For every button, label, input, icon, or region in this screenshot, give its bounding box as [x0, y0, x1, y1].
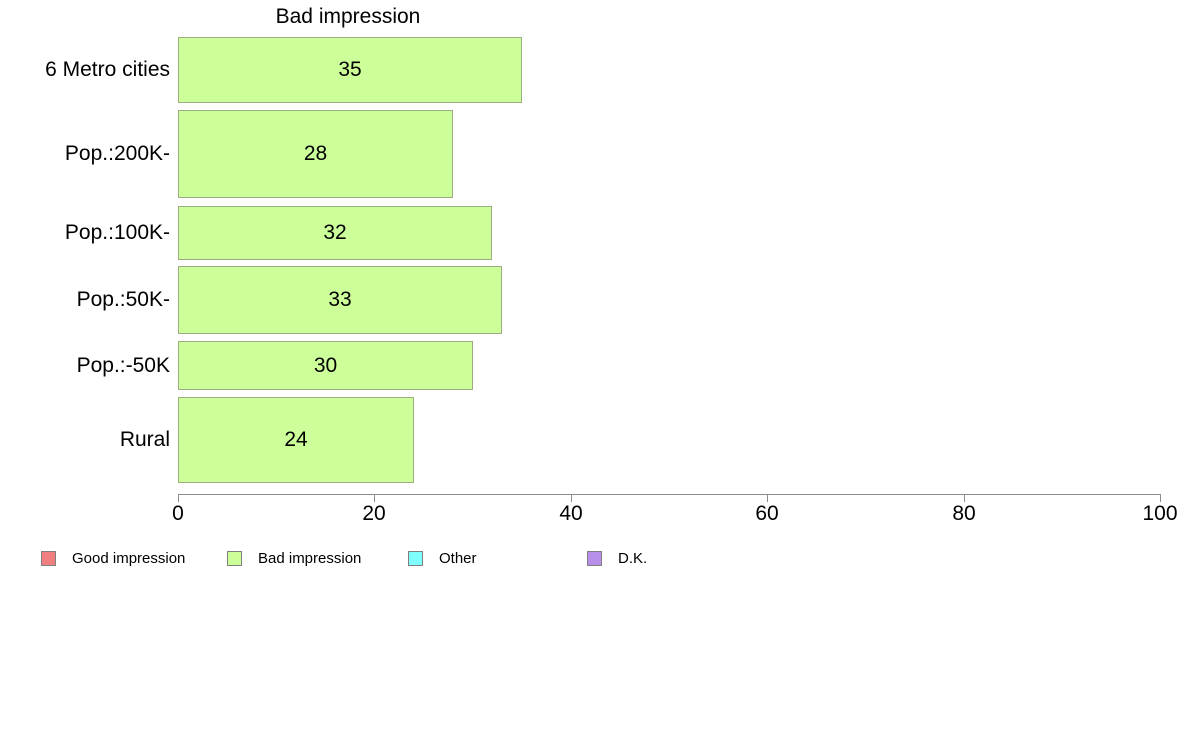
- x-axis-tick-label: 80: [952, 502, 976, 525]
- x-axis-tick: [1160, 494, 1161, 502]
- chart-title: Bad impression: [275, 5, 421, 28]
- bar: 24: [178, 397, 414, 483]
- category-label: Pop.:-50K: [76, 353, 170, 377]
- x-axis-tick-label: 20: [362, 502, 386, 525]
- bar-value-label: 24: [284, 428, 308, 451]
- category-label: Pop.:200K-: [64, 142, 170, 165]
- x-axis-tick-label: 0: [172, 502, 184, 525]
- legend-item: Bad impression: [227, 548, 361, 568]
- bar: 32: [178, 206, 492, 260]
- x-axis-tick-label: 100: [1142, 502, 1178, 525]
- legend-label: D.K.: [618, 549, 648, 567]
- bar-value-label: 35: [338, 58, 362, 81]
- legend-swatch: [227, 550, 242, 566]
- legend-label: Other: [439, 549, 477, 567]
- legend-label: Good impression: [72, 549, 186, 567]
- legend-item: Other: [408, 548, 477, 568]
- x-axis-line: [178, 494, 1161, 495]
- legend-item: D.K.: [587, 548, 647, 568]
- x-axis-tick: [767, 494, 768, 502]
- bar: 30: [178, 341, 473, 390]
- x-axis-tick-label: 40: [559, 502, 583, 525]
- x-axis-tick: [374, 494, 375, 502]
- legend-swatch: [408, 550, 423, 566]
- category-label: Pop.:100K-: [64, 221, 170, 244]
- bar: 28: [178, 110, 453, 198]
- category-label: 6 Metro cities: [45, 58, 170, 81]
- legend-label: Bad impression: [258, 549, 362, 567]
- bar: 33: [178, 266, 502, 334]
- category-label: Pop.:50K-: [76, 288, 170, 311]
- x-axis-tick: [178, 494, 179, 502]
- x-axis-tick-label: 60: [755, 502, 779, 525]
- category-label: Rural: [119, 428, 170, 451]
- x-axis-tick: [964, 494, 965, 502]
- x-axis-tick: [571, 494, 572, 502]
- bar-value-label: 32: [323, 221, 347, 244]
- bar-value-label: 30: [313, 353, 338, 377]
- bar: 35: [178, 37, 522, 103]
- bar-value-label: 33: [328, 288, 352, 311]
- legend-swatch: [41, 550, 56, 566]
- legend-swatch: [587, 550, 602, 566]
- bar-value-label: 28: [303, 142, 328, 165]
- legend-item: Good impression: [41, 548, 185, 568]
